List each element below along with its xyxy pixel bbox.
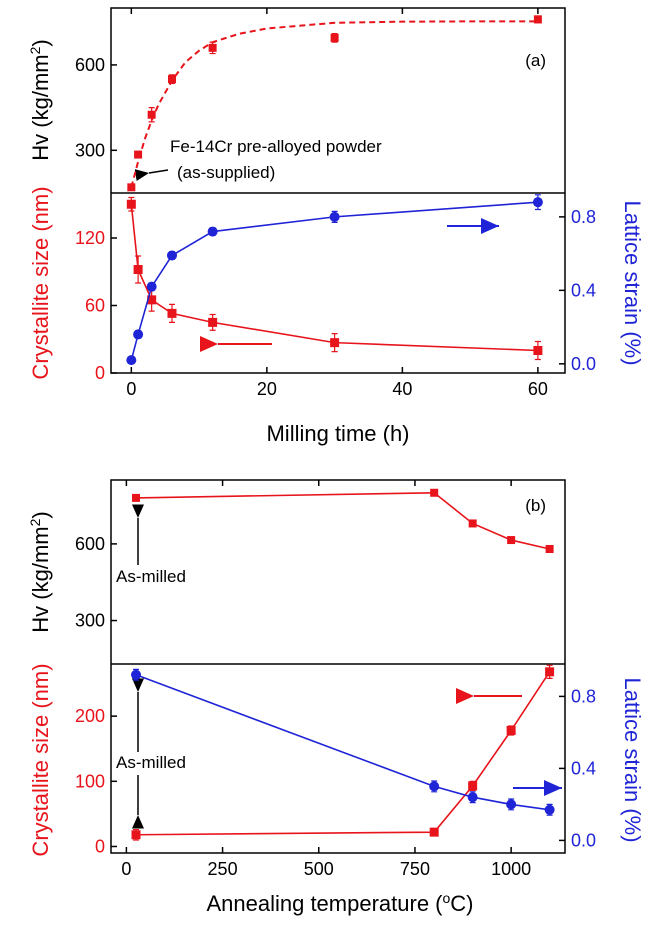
p0-hv-point-3 bbox=[167, 75, 176, 84]
p0-strain-ytick-label-1: 0.4 bbox=[571, 280, 596, 300]
p1-xtick-label-0: 0 bbox=[121, 859, 131, 879]
panel-b: (b) Hv (kg/mm2) Crystallite size (nm) La… bbox=[27, 479, 645, 916]
p1-xtick-label-1: 250 bbox=[208, 859, 238, 879]
p0-strain-point-1 bbox=[133, 329, 144, 340]
p1-strain-ytick-label-2: 0.8 bbox=[571, 686, 596, 706]
p0-hv-point-5 bbox=[330, 33, 339, 42]
panel-a-marks: 0 20 40 60 300 600 0 60 120 0.0 0.4 0.8 bbox=[75, 8, 596, 399]
p1-strain-point-4 bbox=[544, 804, 555, 815]
p0-hv-ytick-label-0: 300 bbox=[75, 140, 105, 160]
p0-strain-ytick-label-2: 0.8 bbox=[571, 207, 596, 227]
p0-strain-ytick-label-0: 0.0 bbox=[571, 354, 596, 374]
p0-size-point-2 bbox=[147, 295, 157, 305]
a-size-ylabel: Crystallite size (nm) bbox=[28, 186, 53, 379]
panel-a-label: (a) bbox=[525, 51, 546, 70]
a-annotation-2: (as-supplied) bbox=[177, 163, 275, 182]
p1-hv-point-4 bbox=[545, 545, 554, 553]
p0-hv-point-6 bbox=[533, 15, 542, 24]
p1-size-point-0 bbox=[131, 830, 141, 840]
b-xlabel: Annealing temperature (oC) bbox=[206, 890, 473, 916]
p1-strain-point-0 bbox=[131, 669, 142, 680]
p0-xtick-label-1: 20 bbox=[257, 379, 277, 399]
a-strain-ylabel: Lattice strain (%) bbox=[620, 200, 645, 365]
panel-b-marks: 0 250 500 750 1000 300 600 0 100 200 0.0 0.4 0.8 bbox=[75, 480, 596, 879]
p0-hv-point-0 bbox=[127, 183, 136, 192]
p0-xtick-label-3: 60 bbox=[528, 379, 548, 399]
p0-hv-point-2 bbox=[147, 110, 156, 119]
panel-b-label: (b) bbox=[525, 496, 546, 515]
p1-size-point-2 bbox=[468, 781, 478, 791]
p1-strain-point-2 bbox=[467, 792, 478, 803]
b-strain-ylabel: Lattice strain (%) bbox=[620, 677, 645, 842]
p0-strain-point-2 bbox=[146, 281, 157, 292]
p0-size-point-4 bbox=[208, 317, 218, 327]
a-hv-ylabel: Hv (kg/mm2) bbox=[27, 39, 53, 160]
p0-size-point-3 bbox=[167, 308, 177, 318]
b-size-as-milled: As-milled bbox=[116, 753, 186, 772]
p1-strain-ytick-label-1: 0.4 bbox=[571, 758, 596, 778]
p0-size-point-6 bbox=[533, 346, 543, 355]
p0-strain-point-4 bbox=[207, 226, 218, 237]
p1-xtick-label-2: 500 bbox=[304, 859, 334, 879]
p0-strain-point-3 bbox=[166, 250, 177, 261]
b-hv-as-milled: As-milled bbox=[116, 567, 186, 586]
panel-b-frame bbox=[110, 479, 566, 854]
p0-xtick-label-2: 40 bbox=[392, 379, 412, 399]
p1-strain-point-3 bbox=[506, 799, 517, 810]
panel-a: (a) Hv (kg/mm2) Crystallite size (nm) La… bbox=[27, 7, 645, 446]
a-annotation-arrow bbox=[134, 169, 169, 182]
p0-size-point-1 bbox=[133, 265, 143, 274]
p1-size-point-4 bbox=[545, 667, 555, 677]
p1-hv-point-2 bbox=[468, 519, 477, 528]
p1-size-point-3 bbox=[506, 725, 516, 735]
p0-hv-fit-curve bbox=[130, 20, 538, 188]
p0-strain-point-5 bbox=[329, 211, 340, 222]
b-size-ylabel: Crystallite size (nm) bbox=[28, 663, 53, 856]
a-annotation: Fe-14Cr pre-alloyed powder bbox=[170, 137, 382, 156]
p0-hv-ytick-label-1: 600 bbox=[75, 55, 105, 75]
p1-strain-point-1 bbox=[429, 781, 440, 792]
p1-xtick-label-4: 1000 bbox=[491, 859, 531, 879]
p0-size-ytick-label-0: 0 bbox=[95, 363, 105, 383]
p0-size-ytick-label-2: 120 bbox=[75, 228, 105, 248]
p1-hv-ytick-label-0: 300 bbox=[75, 611, 105, 631]
p1-size-point-1 bbox=[429, 827, 439, 837]
p0-size-ytick-label-1: 60 bbox=[85, 296, 105, 316]
p1-hv-point-3 bbox=[507, 536, 516, 545]
p1-hv-point-1 bbox=[430, 488, 439, 497]
p0-size-point-5 bbox=[330, 338, 340, 348]
p0-hv-point-1 bbox=[134, 150, 143, 159]
b-hv-ylabel: Hv (kg/mm2) bbox=[27, 511, 53, 632]
p0-hv-point-4 bbox=[208, 43, 217, 52]
panel-a-frame bbox=[110, 7, 566, 374]
p1-strain-ytick-label-0: 0.0 bbox=[571, 830, 596, 850]
p1-hv-point-0 bbox=[132, 493, 141, 502]
p0-strain-point-6 bbox=[532, 197, 543, 208]
p1-hv-ytick-label-1: 600 bbox=[75, 534, 105, 554]
p1-size-ytick-label-1: 100 bbox=[75, 771, 105, 791]
p0-xtick-label-0: 0 bbox=[126, 379, 136, 399]
a-xlabel: Milling time (h) bbox=[266, 421, 409, 446]
p1-size-ytick-label-0: 0 bbox=[95, 836, 105, 856]
p0-size-point-0 bbox=[126, 199, 136, 209]
p1-size-ytick-label-2: 200 bbox=[75, 706, 105, 726]
p1-xtick-label-3: 750 bbox=[400, 859, 430, 879]
p0-strain-point-0 bbox=[126, 355, 137, 366]
p1-hv-line bbox=[135, 491, 550, 550]
